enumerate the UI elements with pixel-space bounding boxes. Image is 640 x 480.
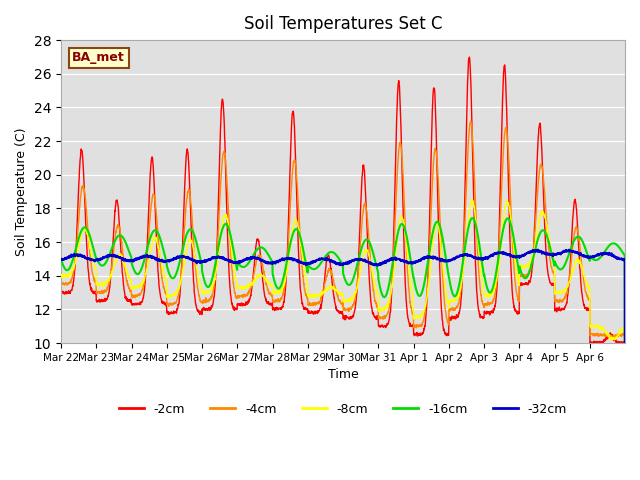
-16cm xyxy=(613,242,621,248)
-2cm xyxy=(613,339,621,345)
Legend: -2cm, -4cm, -8cm, -16cm, -32cm: -2cm, -4cm, -8cm, -16cm, -32cm xyxy=(114,398,572,421)
-2cm xyxy=(113,199,121,205)
-8cm xyxy=(113,253,121,259)
-4cm xyxy=(613,333,621,339)
-16cm xyxy=(513,256,521,262)
Line: -16cm: -16cm xyxy=(61,218,625,480)
-16cm xyxy=(57,256,65,262)
-32cm xyxy=(377,262,385,268)
X-axis label: Time: Time xyxy=(328,368,358,381)
-32cm xyxy=(613,255,621,261)
Title: Soil Temperatures Set C: Soil Temperatures Set C xyxy=(244,15,442,33)
-8cm xyxy=(377,307,385,312)
Line: -2cm: -2cm xyxy=(61,57,625,480)
-8cm xyxy=(613,335,621,340)
-4cm xyxy=(57,279,65,285)
-32cm xyxy=(534,247,541,252)
-4cm xyxy=(236,294,243,300)
-16cm xyxy=(545,240,553,245)
-32cm xyxy=(545,252,553,257)
-4cm xyxy=(467,118,475,124)
-2cm xyxy=(377,324,385,329)
-8cm xyxy=(545,236,553,242)
-16cm xyxy=(236,262,243,267)
Y-axis label: Soil Temperature (C): Soil Temperature (C) xyxy=(15,127,28,256)
Text: BA_met: BA_met xyxy=(72,51,125,64)
-32cm xyxy=(113,254,121,260)
-32cm xyxy=(513,254,520,260)
Line: -8cm: -8cm xyxy=(61,200,625,480)
Line: -4cm: -4cm xyxy=(61,121,625,480)
-8cm xyxy=(468,197,476,203)
-8cm xyxy=(236,285,243,291)
Line: -32cm: -32cm xyxy=(61,250,625,480)
-4cm xyxy=(377,315,385,321)
-16cm xyxy=(377,288,385,293)
-4cm xyxy=(545,247,553,252)
-2cm xyxy=(545,275,553,280)
-32cm xyxy=(236,258,243,264)
-2cm xyxy=(236,301,243,307)
-16cm xyxy=(113,234,121,240)
-4cm xyxy=(513,292,521,298)
-2cm xyxy=(513,309,521,314)
-8cm xyxy=(513,272,521,277)
-16cm xyxy=(468,215,476,221)
-2cm xyxy=(57,289,65,295)
-32cm xyxy=(57,256,65,262)
-2cm xyxy=(466,54,474,60)
-4cm xyxy=(113,224,121,229)
-8cm xyxy=(57,272,65,278)
